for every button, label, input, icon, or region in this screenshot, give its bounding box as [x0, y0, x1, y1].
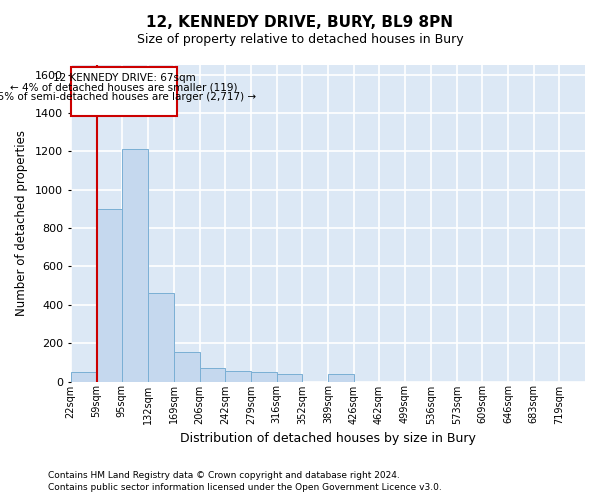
Bar — [97, 209, 122, 382]
Bar — [148, 294, 174, 382]
X-axis label: Distribution of detached houses by size in Bury: Distribution of detached houses by size … — [180, 432, 476, 445]
Y-axis label: Number of detached properties: Number of detached properties — [15, 130, 28, 316]
Bar — [277, 374, 302, 382]
Text: Size of property relative to detached houses in Bury: Size of property relative to detached ho… — [137, 32, 463, 46]
Bar — [174, 352, 200, 382]
Bar — [200, 368, 225, 382]
Text: 12 KENNEDY DRIVE: 67sqm: 12 KENNEDY DRIVE: 67sqm — [53, 72, 196, 83]
Text: Contains public sector information licensed under the Open Government Licence v3: Contains public sector information licen… — [48, 484, 442, 492]
Text: Contains HM Land Registry data © Crown copyright and database right 2024.: Contains HM Land Registry data © Crown c… — [48, 471, 400, 480]
Bar — [328, 374, 354, 382]
Bar — [71, 67, 177, 116]
Text: ← 4% of detached houses are smaller (119): ← 4% of detached houses are smaller (119… — [10, 82, 238, 92]
Bar — [251, 372, 277, 382]
Text: 12, KENNEDY DRIVE, BURY, BL9 8PN: 12, KENNEDY DRIVE, BURY, BL9 8PN — [146, 15, 454, 30]
Text: 95% of semi-detached houses are larger (2,717) →: 95% of semi-detached houses are larger (… — [0, 92, 257, 102]
Bar — [71, 372, 97, 382]
Bar — [122, 150, 148, 382]
Bar — [225, 371, 251, 382]
